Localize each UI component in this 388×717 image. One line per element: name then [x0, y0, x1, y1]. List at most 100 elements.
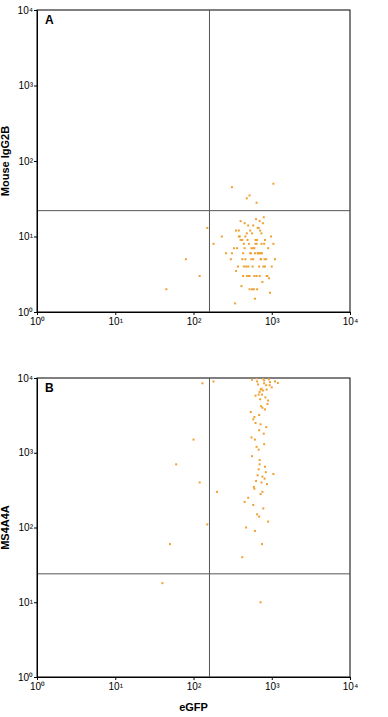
y-tick: 10³: [19, 80, 37, 91]
event-dot: [268, 277, 270, 279]
event-dot: [260, 493, 262, 495]
event-dot: [246, 197, 248, 199]
x-tick: 10¹: [109, 312, 124, 327]
event-dot: [259, 391, 261, 393]
event-dot: [256, 380, 258, 382]
event-dot: [269, 381, 271, 383]
event-dot: [256, 288, 258, 290]
panel: 10⁰10¹10²10³10⁴10⁰10¹10²10³10⁴BMS4A4AeGF…: [0, 373, 358, 713]
event-dot: [264, 258, 266, 260]
event-dot: [266, 483, 268, 485]
event-dot: [252, 258, 254, 260]
x-tick-label: 10¹: [109, 681, 124, 692]
y-tick-mark: [34, 677, 37, 678]
event-dot: [261, 394, 263, 396]
event-dot: [253, 275, 255, 277]
event-dot: [225, 252, 227, 254]
event-dot: [253, 247, 255, 249]
event-dot: [264, 408, 266, 410]
event-dot: [244, 236, 246, 238]
event-dot: [230, 258, 232, 260]
event-dot: [266, 275, 268, 277]
event-dot: [268, 378, 270, 380]
y-tick-label: 10²: [19, 522, 34, 533]
y-axis: 10⁰10¹10²10³10⁴: [18, 373, 38, 683]
event-dot: [165, 288, 167, 290]
event-dot: [260, 258, 262, 260]
event-dot: [254, 252, 256, 254]
y-tick-label: 10³: [19, 447, 34, 458]
event-dot: [243, 266, 245, 268]
event-dot: [257, 474, 259, 476]
event-dot: [256, 275, 258, 277]
event-dot: [253, 416, 255, 418]
event-dot: [185, 258, 187, 260]
panel: 10⁰10¹10²10³10⁴10⁰10¹10²10³10⁴AMouse IgG…: [0, 5, 358, 327]
event-dot: [259, 398, 261, 400]
event-dot: [237, 266, 239, 268]
event-dot: [257, 227, 259, 229]
event-dot: [265, 384, 267, 386]
event-dot: [263, 433, 265, 435]
event-dot: [206, 523, 208, 525]
event-dot: [252, 224, 254, 226]
event-dot: [242, 275, 244, 277]
y-tick: 10⁴: [18, 373, 37, 384]
x-tick-mark: [194, 312, 195, 315]
event-dot: [238, 236, 240, 238]
y-tick-mark: [34, 312, 37, 313]
event-dot: [241, 556, 243, 558]
event-dot: [263, 243, 265, 245]
event-dot: [251, 379, 253, 381]
event-dot: [253, 486, 255, 488]
y-tick-mark: [34, 378, 37, 379]
y-tick: 10⁰: [18, 307, 37, 318]
y-tick: 10²: [19, 522, 37, 533]
event-dot: [161, 582, 163, 584]
event-dot: [258, 516, 260, 518]
event-dot: [199, 481, 201, 483]
event-dot: [260, 405, 262, 407]
event-dot: [255, 239, 257, 241]
event-dot: [233, 247, 235, 249]
event-dot: [256, 243, 258, 245]
event-dot: [260, 601, 262, 603]
event-dot: [234, 302, 236, 304]
event-dot: [257, 383, 259, 385]
y-tick-mark: [34, 528, 37, 529]
x-tick-mark: [272, 677, 273, 680]
x-tick: 10⁴: [343, 312, 358, 327]
y-tick-label: 10¹: [19, 231, 34, 242]
x-tick-label: 10⁰: [30, 316, 45, 327]
event-dot: [249, 275, 251, 277]
event-dot: [212, 380, 214, 382]
event-dot: [255, 480, 257, 482]
event-dot: [244, 501, 246, 503]
event-dot: [254, 439, 256, 441]
y-tick-label: 10⁴: [18, 373, 33, 384]
x-tick-mark: [272, 312, 273, 315]
event-dot: [212, 243, 214, 245]
event-dot: [255, 395, 257, 397]
x-tick-mark: [350, 312, 351, 315]
event-dot: [256, 202, 258, 204]
event-dot: [266, 275, 268, 277]
event-dot: [247, 497, 249, 499]
event-dot: [261, 281, 263, 283]
x-tick: 10³: [265, 312, 280, 327]
event-dot: [252, 418, 254, 420]
event-dot: [253, 488, 255, 490]
event-dot: [260, 423, 262, 425]
event-dot: [262, 390, 264, 392]
event-dot: [193, 439, 195, 441]
event-dot: [261, 491, 263, 493]
event-dot: [261, 481, 263, 483]
event-dot: [231, 186, 233, 188]
plot-frame: [37, 10, 350, 312]
event-dot: [246, 232, 248, 234]
x-tick-label: 10⁰: [30, 681, 45, 692]
x-tick-label: 10⁴: [343, 681, 358, 692]
event-dot: [252, 266, 254, 268]
y-tick-mark: [34, 602, 37, 603]
event-dot: [261, 476, 263, 478]
